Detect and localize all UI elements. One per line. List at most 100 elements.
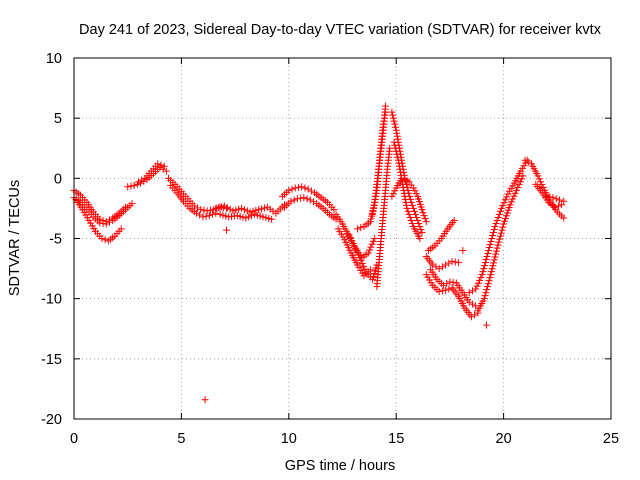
- data-point: [290, 196, 298, 204]
- data-point: [287, 197, 295, 205]
- data-point: [250, 210, 258, 218]
- data-point: [379, 120, 387, 128]
- data-point: [260, 204, 268, 212]
- data-point: [291, 184, 299, 192]
- data-point: [160, 162, 168, 170]
- data-point: [516, 178, 524, 186]
- data-point: [212, 204, 220, 212]
- data-point: [438, 263, 446, 271]
- data-point: [393, 129, 401, 137]
- data-point: [439, 281, 447, 289]
- data-point: [429, 261, 437, 269]
- data-point: [216, 210, 224, 218]
- data-point: [465, 289, 473, 297]
- data-point: [468, 300, 476, 308]
- data-point: [484, 280, 492, 288]
- data-point: [484, 250, 492, 258]
- data-point: [202, 212, 210, 220]
- y-tick-label: -10: [41, 292, 62, 308]
- data-point: [353, 248, 361, 256]
- data-point: [495, 238, 503, 246]
- data-point: [223, 204, 231, 212]
- data-point: [496, 207, 504, 215]
- data-point: [405, 210, 413, 218]
- data-point: [300, 194, 308, 202]
- series-track-w: [427, 266, 480, 310]
- data-point: [194, 204, 202, 212]
- data-point: [415, 219, 423, 227]
- data-point: [400, 186, 408, 194]
- series-track-z: [474, 172, 527, 315]
- data-point: [223, 226, 231, 234]
- data-point: [490, 259, 498, 267]
- data-point: [369, 237, 377, 245]
- data-point: [400, 189, 408, 197]
- data-point: [294, 183, 302, 191]
- data-point: [157, 161, 165, 169]
- data-point: [486, 274, 494, 282]
- data-point: [560, 214, 568, 222]
- data-point: [249, 207, 257, 215]
- data-point: [485, 244, 493, 252]
- data-point: [368, 240, 376, 248]
- data-point: [494, 213, 502, 221]
- y-tick-label: -5: [49, 232, 62, 248]
- data-point: [435, 287, 443, 295]
- data-point: [366, 246, 374, 254]
- data-point: [490, 225, 498, 233]
- data-point: [494, 241, 502, 249]
- data-point: [220, 202, 228, 210]
- data-point: [354, 251, 362, 259]
- data-point: [394, 135, 402, 143]
- data-point: [200, 206, 208, 214]
- data-point: [215, 204, 223, 212]
- data-point: [388, 108, 396, 116]
- data-point: [258, 205, 266, 213]
- series-track-t: [388, 176, 430, 226]
- data-point: [555, 196, 563, 204]
- data-point: [412, 210, 420, 218]
- data-point: [130, 182, 138, 190]
- data-point: [442, 286, 450, 294]
- data-point: [102, 220, 110, 228]
- data-point: [422, 218, 430, 226]
- data-point: [393, 132, 401, 140]
- data-point: [489, 231, 497, 239]
- data-point: [285, 186, 293, 194]
- data-point: [381, 108, 389, 116]
- data-point: [493, 244, 501, 252]
- data-point: [209, 210, 217, 218]
- data-point: [303, 195, 311, 203]
- data-point: [401, 195, 409, 203]
- data-point: [199, 213, 207, 221]
- data-point: [390, 117, 398, 125]
- data-point: [253, 211, 261, 219]
- plot-frame: [73, 57, 612, 420]
- series-track-x: [424, 216, 458, 255]
- y-tick-label: 10: [46, 51, 62, 67]
- data-point: [369, 210, 377, 218]
- data-point: [369, 273, 377, 281]
- data-point: [372, 192, 380, 200]
- series-track-j: [278, 183, 338, 214]
- x-axis-label: GPS time / hours: [285, 458, 395, 474]
- data-point: [492, 250, 500, 258]
- data-point: [380, 117, 388, 125]
- series-track-e: [134, 160, 168, 186]
- series-track-v: [422, 271, 482, 321]
- data-point: [399, 180, 407, 188]
- data-point: [349, 239, 357, 247]
- y-tick-label: -20: [41, 412, 62, 428]
- series-track-y: [465, 156, 531, 297]
- data-point: [483, 253, 491, 261]
- data-point: [546, 193, 554, 201]
- series-track-p: [369, 108, 389, 218]
- data-point: [482, 321, 490, 329]
- data-point: [498, 226, 506, 234]
- data-point: [252, 206, 260, 214]
- data-point: [233, 212, 241, 220]
- data-point: [483, 286, 491, 294]
- series-track-i: [216, 210, 276, 223]
- data-point: [392, 147, 400, 155]
